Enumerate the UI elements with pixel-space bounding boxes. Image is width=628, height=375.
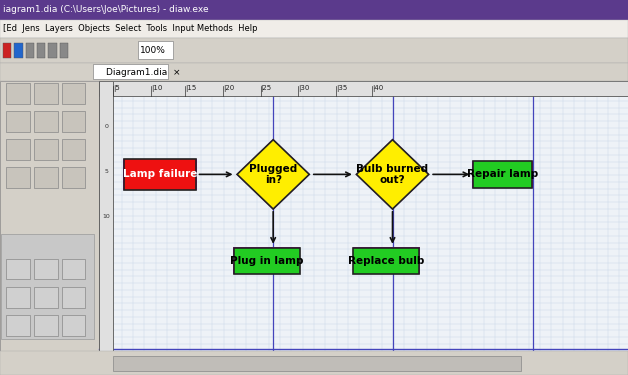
FancyBboxPatch shape bbox=[0, 351, 628, 375]
FancyBboxPatch shape bbox=[34, 315, 58, 336]
FancyBboxPatch shape bbox=[34, 287, 58, 308]
FancyBboxPatch shape bbox=[60, 43, 68, 58]
Text: |20: |20 bbox=[223, 85, 234, 92]
FancyBboxPatch shape bbox=[3, 43, 11, 58]
FancyBboxPatch shape bbox=[62, 167, 85, 188]
FancyBboxPatch shape bbox=[99, 81, 113, 351]
FancyBboxPatch shape bbox=[0, 0, 628, 20]
Text: |5: |5 bbox=[113, 85, 120, 92]
FancyBboxPatch shape bbox=[34, 259, 58, 279]
Text: |30: |30 bbox=[298, 85, 310, 92]
Polygon shape bbox=[237, 140, 310, 209]
FancyBboxPatch shape bbox=[48, 43, 57, 58]
FancyBboxPatch shape bbox=[99, 81, 628, 351]
FancyBboxPatch shape bbox=[34, 139, 58, 160]
FancyBboxPatch shape bbox=[0, 38, 628, 63]
FancyBboxPatch shape bbox=[6, 111, 30, 132]
FancyBboxPatch shape bbox=[234, 248, 300, 274]
FancyBboxPatch shape bbox=[34, 167, 58, 188]
Text: |40: |40 bbox=[372, 85, 383, 92]
FancyBboxPatch shape bbox=[62, 315, 85, 336]
Polygon shape bbox=[357, 140, 429, 209]
FancyBboxPatch shape bbox=[6, 287, 30, 308]
FancyBboxPatch shape bbox=[0, 63, 628, 81]
FancyBboxPatch shape bbox=[6, 139, 30, 160]
FancyBboxPatch shape bbox=[0, 81, 99, 351]
FancyBboxPatch shape bbox=[0, 20, 628, 38]
FancyBboxPatch shape bbox=[6, 315, 30, 336]
FancyBboxPatch shape bbox=[6, 259, 30, 279]
Text: |25: |25 bbox=[261, 85, 272, 92]
Polygon shape bbox=[236, 139, 310, 210]
FancyBboxPatch shape bbox=[473, 161, 533, 188]
Polygon shape bbox=[355, 139, 430, 210]
FancyBboxPatch shape bbox=[124, 159, 196, 190]
Text: Plugged
in?: Plugged in? bbox=[249, 164, 297, 185]
FancyBboxPatch shape bbox=[26, 43, 34, 58]
Text: Lamp failure: Lamp failure bbox=[123, 170, 197, 179]
FancyBboxPatch shape bbox=[1, 234, 94, 339]
FancyBboxPatch shape bbox=[62, 139, 85, 160]
Text: Diagram1.dia  ×: Diagram1.dia × bbox=[106, 68, 180, 76]
FancyBboxPatch shape bbox=[62, 111, 85, 132]
Text: Replace bulb: Replace bulb bbox=[348, 256, 425, 266]
Text: Bulb burned
out?: Bulb burned out? bbox=[357, 164, 428, 185]
FancyBboxPatch shape bbox=[6, 83, 30, 104]
Text: |35: |35 bbox=[336, 85, 347, 92]
FancyBboxPatch shape bbox=[34, 111, 58, 132]
Text: Plug in lamp: Plug in lamp bbox=[230, 256, 304, 266]
FancyBboxPatch shape bbox=[123, 159, 197, 190]
FancyBboxPatch shape bbox=[472, 161, 533, 188]
FancyBboxPatch shape bbox=[14, 43, 23, 58]
FancyBboxPatch shape bbox=[62, 83, 85, 104]
Text: 100%: 100% bbox=[139, 46, 166, 55]
Text: 10: 10 bbox=[102, 213, 110, 219]
FancyBboxPatch shape bbox=[138, 41, 173, 59]
FancyBboxPatch shape bbox=[62, 259, 85, 279]
FancyBboxPatch shape bbox=[353, 248, 420, 274]
FancyBboxPatch shape bbox=[353, 247, 420, 274]
FancyBboxPatch shape bbox=[234, 247, 301, 274]
Text: iagram1.dia (C:\Users\Joe\Pictures) - diaw.exe: iagram1.dia (C:\Users\Joe\Pictures) - di… bbox=[3, 5, 208, 14]
FancyBboxPatch shape bbox=[37, 43, 45, 58]
Text: 0: 0 bbox=[104, 123, 108, 129]
Text: 5: 5 bbox=[104, 168, 108, 174]
FancyBboxPatch shape bbox=[99, 81, 628, 96]
FancyBboxPatch shape bbox=[6, 167, 30, 188]
Text: |15: |15 bbox=[185, 85, 197, 92]
Text: [Ed  Jens  Layers  Objects  Select  Tools  Input Methods  Help: [Ed Jens Layers Objects Select Tools Inp… bbox=[3, 24, 257, 33]
FancyBboxPatch shape bbox=[93, 64, 168, 79]
FancyBboxPatch shape bbox=[113, 356, 521, 371]
FancyBboxPatch shape bbox=[34, 83, 58, 104]
Text: Repair lamp: Repair lamp bbox=[467, 170, 538, 179]
Text: |10: |10 bbox=[151, 85, 162, 92]
FancyBboxPatch shape bbox=[62, 287, 85, 308]
